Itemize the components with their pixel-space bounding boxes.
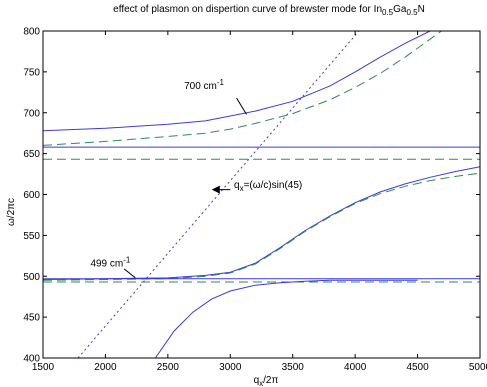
x-tick-label: 4000 xyxy=(344,362,367,373)
annotation-arrow-2 xyxy=(123,268,136,279)
series-line-5 xyxy=(43,166,480,280)
x-tick-label: 3000 xyxy=(219,362,242,373)
series-line-1 xyxy=(43,31,432,132)
y-tick-label: 550 xyxy=(23,231,40,242)
y-tick-label: 500 xyxy=(23,272,40,283)
x-axis-label: qx/2π xyxy=(254,375,279,387)
y-tick-label: 650 xyxy=(23,149,40,160)
y-axis-label: ω/2πc xyxy=(6,198,17,226)
series-line-10 xyxy=(77,31,360,358)
series-line-2 xyxy=(43,31,443,146)
y-tick-label: 450 xyxy=(23,313,40,324)
y-tick-label: 750 xyxy=(23,67,40,78)
annotation-label-1: 700 cm-1 xyxy=(184,78,224,92)
x-tick-label: 5000 xyxy=(469,362,487,373)
x-tick-label: 2000 xyxy=(94,362,117,373)
x-tick-label: 1500 xyxy=(32,362,55,373)
chart-title: effect of plasmon on dispertion curve of… xyxy=(113,4,425,17)
plot-lines xyxy=(43,31,480,358)
x-tick-label: 2500 xyxy=(157,362,180,373)
annotation-arrow-1 xyxy=(236,97,247,115)
annotation-label-2: 499 cm-1 xyxy=(90,255,130,269)
y-tick-label: 600 xyxy=(23,190,40,201)
x-tick-label: 3500 xyxy=(282,362,305,373)
axis-ticks: 1500 2000 2500 3000 3500 4000 4500 5000 400 450 50… xyxy=(23,27,487,374)
y-tick-label: 700 xyxy=(23,108,40,119)
plot-area-frame xyxy=(42,30,481,359)
y-tick-label: 400 xyxy=(23,354,40,365)
annotations: 700 cm-1 499 cm-1 qx=(ω/c)sin(45) xyxy=(90,78,302,279)
x-tick-label: 4500 xyxy=(406,362,429,373)
y-tick-label: 800 xyxy=(23,27,40,38)
series-line-6 xyxy=(43,172,480,281)
series-line-9 xyxy=(154,279,418,358)
annotation-label-3: qx=(ω/c)sin(45) xyxy=(234,180,302,193)
